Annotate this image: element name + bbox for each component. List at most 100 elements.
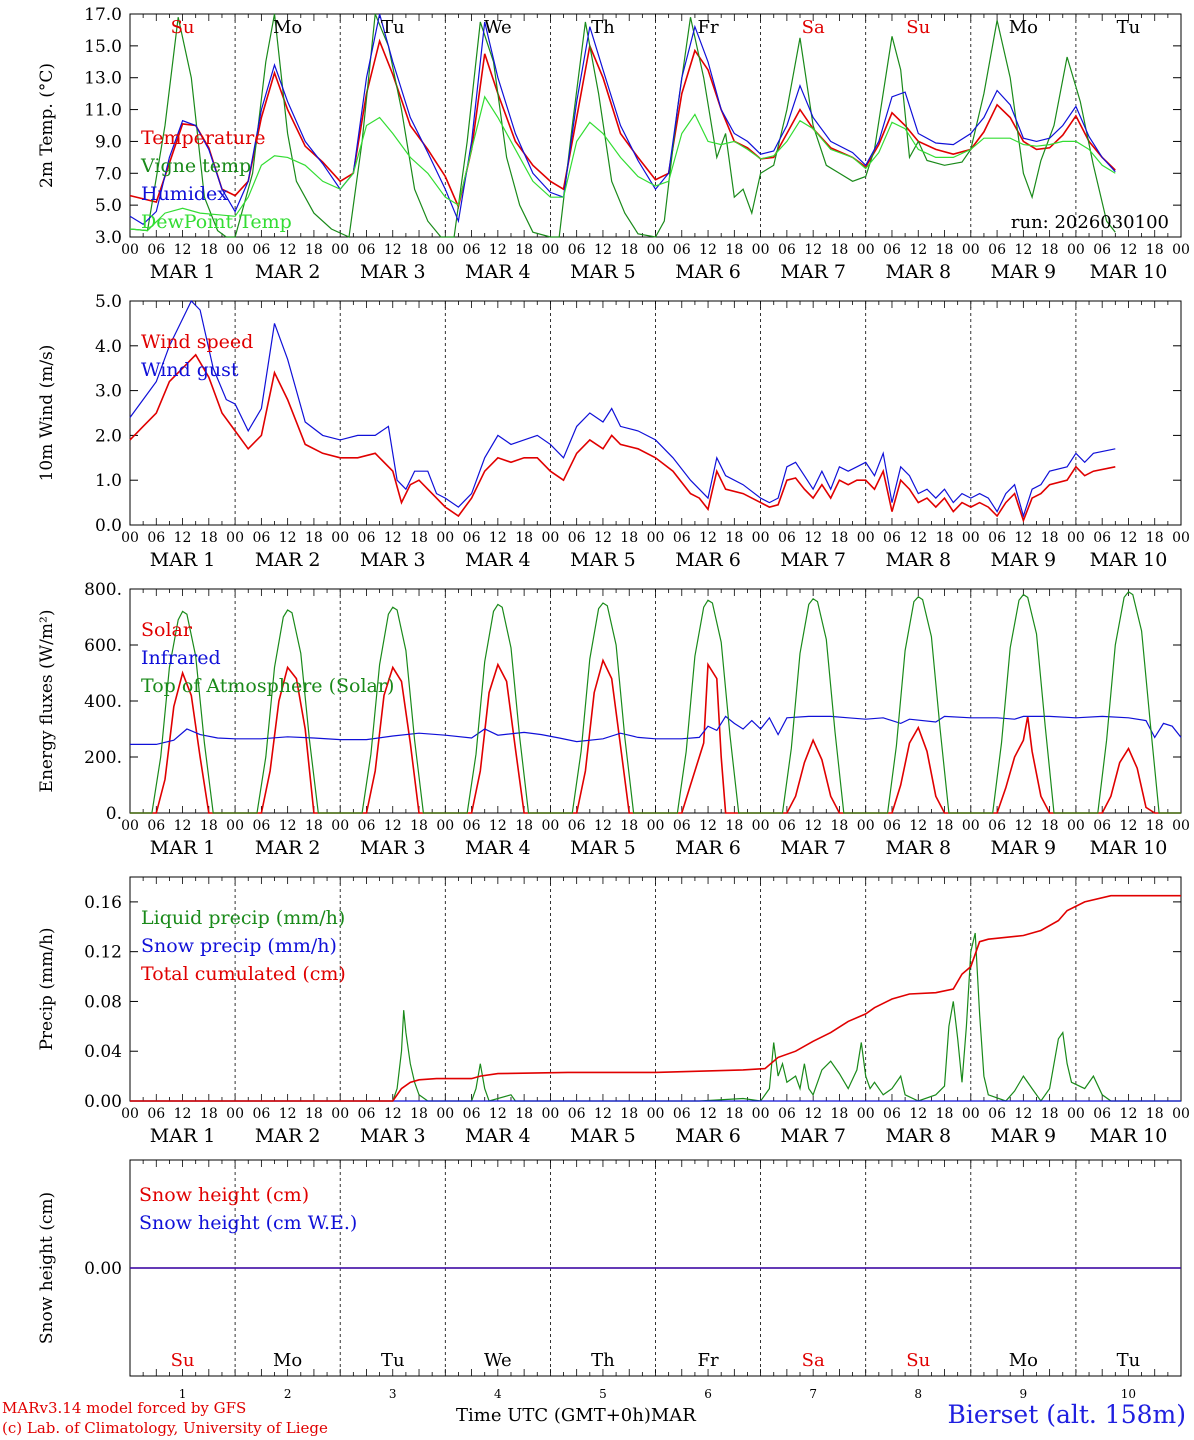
day-label: MAR 5 <box>570 261 636 283</box>
hour-tick-label: 00 <box>331 530 349 546</box>
hour-tick-label: 12 <box>384 818 402 834</box>
hour-tick-label: 00 <box>1067 530 1085 546</box>
day-label: MAR 9 <box>991 837 1057 859</box>
hour-tick-label: 18 <box>305 1106 323 1122</box>
y-axis-label: 2m Temp. (°C) <box>37 63 57 188</box>
hour-tick-label: 00 <box>436 1106 454 1122</box>
day-label: MAR 9 <box>991 1125 1057 1147</box>
y-tick-label: 600. <box>84 636 122 656</box>
legend-wind-speed: Wind speed <box>141 331 253 353</box>
hour-tick-label: 18 <box>831 530 849 546</box>
hour-tick-label: 18 <box>305 818 323 834</box>
day-number-label: 1 <box>179 1387 187 1401</box>
y-tick-label: 0.04 <box>84 1042 122 1062</box>
weekday-label: Tu <box>1117 1350 1141 1371</box>
hour-tick-label: 06 <box>778 242 796 258</box>
hour-tick-label: 18 <box>1146 530 1164 546</box>
hour-tick-label: 12 <box>1120 530 1138 546</box>
hour-tick-label: 12 <box>1120 1106 1138 1122</box>
day-label: MAR 3 <box>360 1125 426 1147</box>
day-label: MAR 3 <box>360 837 426 859</box>
day-label: MAR 1 <box>150 837 216 859</box>
run-annotation: run: 2026030100 <box>1011 212 1169 233</box>
series-dewpoint-temp <box>129 95 1116 232</box>
y-tick-label: 1.0 <box>95 471 122 491</box>
day-label: MAR 8 <box>885 261 951 283</box>
weekday-label: Tu <box>381 17 405 38</box>
hour-tick-label: 12 <box>279 818 297 834</box>
hour-tick-label: 18 <box>620 1106 638 1122</box>
hour-tick-label: 00 <box>962 1106 980 1122</box>
y-tick-label: 0. <box>106 804 122 824</box>
hour-tick-label: 18 <box>936 242 954 258</box>
hour-tick-label: 06 <box>883 242 901 258</box>
x-axis-title-text: Time UTC (GMT+0h) <box>456 1405 651 1426</box>
hour-tick-label: 18 <box>410 242 428 258</box>
y-axis-label: 10m Wind (m/s) <box>37 345 57 482</box>
hour-tick-label: 12 <box>699 1106 717 1122</box>
legend-temperature: Temperature <box>141 127 265 149</box>
legend-infrared: Infrared <box>141 647 221 669</box>
hour-tick-label: 18 <box>936 530 954 546</box>
hour-tick-label: 06 <box>252 530 270 546</box>
hour-tick-label: 06 <box>358 1106 376 1122</box>
legend-snow-height-cm-: Snow height (cm) <box>139 1184 309 1206</box>
day-label: MAR 10 <box>1090 549 1168 571</box>
hour-tick-label: 12 <box>594 530 612 546</box>
hour-tick-label: 06 <box>673 1106 691 1122</box>
hour-tick-label: 00 <box>121 818 139 834</box>
hour-tick-label: 12 <box>489 1106 507 1122</box>
day-label: MAR 9 <box>991 549 1057 571</box>
hour-tick-label: 00 <box>226 818 244 834</box>
hour-tick-label: 12 <box>174 818 192 834</box>
hour-tick-label: 18 <box>515 818 533 834</box>
hour-tick-label: 00 <box>226 242 244 258</box>
hour-tick-label: 00 <box>1172 530 1190 546</box>
y-tick-label: 200. <box>84 748 122 768</box>
y-tick-label: 13.0 <box>84 69 122 89</box>
hour-tick-label: 12 <box>1014 818 1032 834</box>
day-label: MAR 7 <box>780 1125 846 1147</box>
hour-tick-label: 12 <box>1120 818 1138 834</box>
day-label: MAR 4 <box>465 549 531 571</box>
day-label: MAR 2 <box>255 1125 321 1147</box>
hour-tick-label: 06 <box>778 1106 796 1122</box>
hour-tick-label: 18 <box>620 242 638 258</box>
hour-tick-label: 12 <box>909 1106 927 1122</box>
hour-tick-label: 00 <box>752 818 770 834</box>
hour-tick-label: 12 <box>699 818 717 834</box>
hour-tick-label: 00 <box>541 242 559 258</box>
weekday-label: Th <box>591 1350 615 1371</box>
hour-tick-label: 00 <box>752 242 770 258</box>
y-tick-label: 11.0 <box>84 101 122 121</box>
hour-tick-label: 00 <box>226 1106 244 1122</box>
panel-frame <box>129 300 1182 526</box>
hour-tick-label: 00 <box>1172 1106 1190 1122</box>
hour-tick-label: 18 <box>1146 242 1164 258</box>
hour-tick-label: 12 <box>594 818 612 834</box>
day-label: MAR 5 <box>570 837 636 859</box>
weekday-label: Su <box>906 17 930 38</box>
hour-tick-label: 00 <box>541 1106 559 1122</box>
legend-snow-height-cm-w-e-: Snow height (cm W.E.) <box>139 1212 357 1234</box>
panel-frame <box>129 13 1182 238</box>
legend-dewpoint-temp: DewPoint Temp <box>141 211 292 233</box>
day-label: MAR 6 <box>675 837 741 859</box>
hour-tick-label: 18 <box>1041 818 1059 834</box>
hour-tick-label: 06 <box>1093 242 1111 258</box>
day-label: MAR 8 <box>885 549 951 571</box>
y-tick-label: 0.08 <box>84 992 122 1012</box>
hour-tick-label: 18 <box>620 818 638 834</box>
hour-tick-label: 06 <box>1093 818 1111 834</box>
legend-vigne-temp: Vigne temp <box>140 155 251 177</box>
weekday-label: Tu <box>1117 17 1141 38</box>
y-tick-label: 4.0 <box>95 337 122 357</box>
hour-tick-label: 12 <box>699 242 717 258</box>
hour-tick-label: 12 <box>699 530 717 546</box>
hour-tick-label: 18 <box>200 530 218 546</box>
day-label: MAR 1 <box>150 261 216 283</box>
hour-tick-label: 18 <box>305 530 323 546</box>
hour-tick-label: 00 <box>226 530 244 546</box>
hour-tick-label: 00 <box>647 818 665 834</box>
hour-tick-label: 18 <box>410 530 428 546</box>
